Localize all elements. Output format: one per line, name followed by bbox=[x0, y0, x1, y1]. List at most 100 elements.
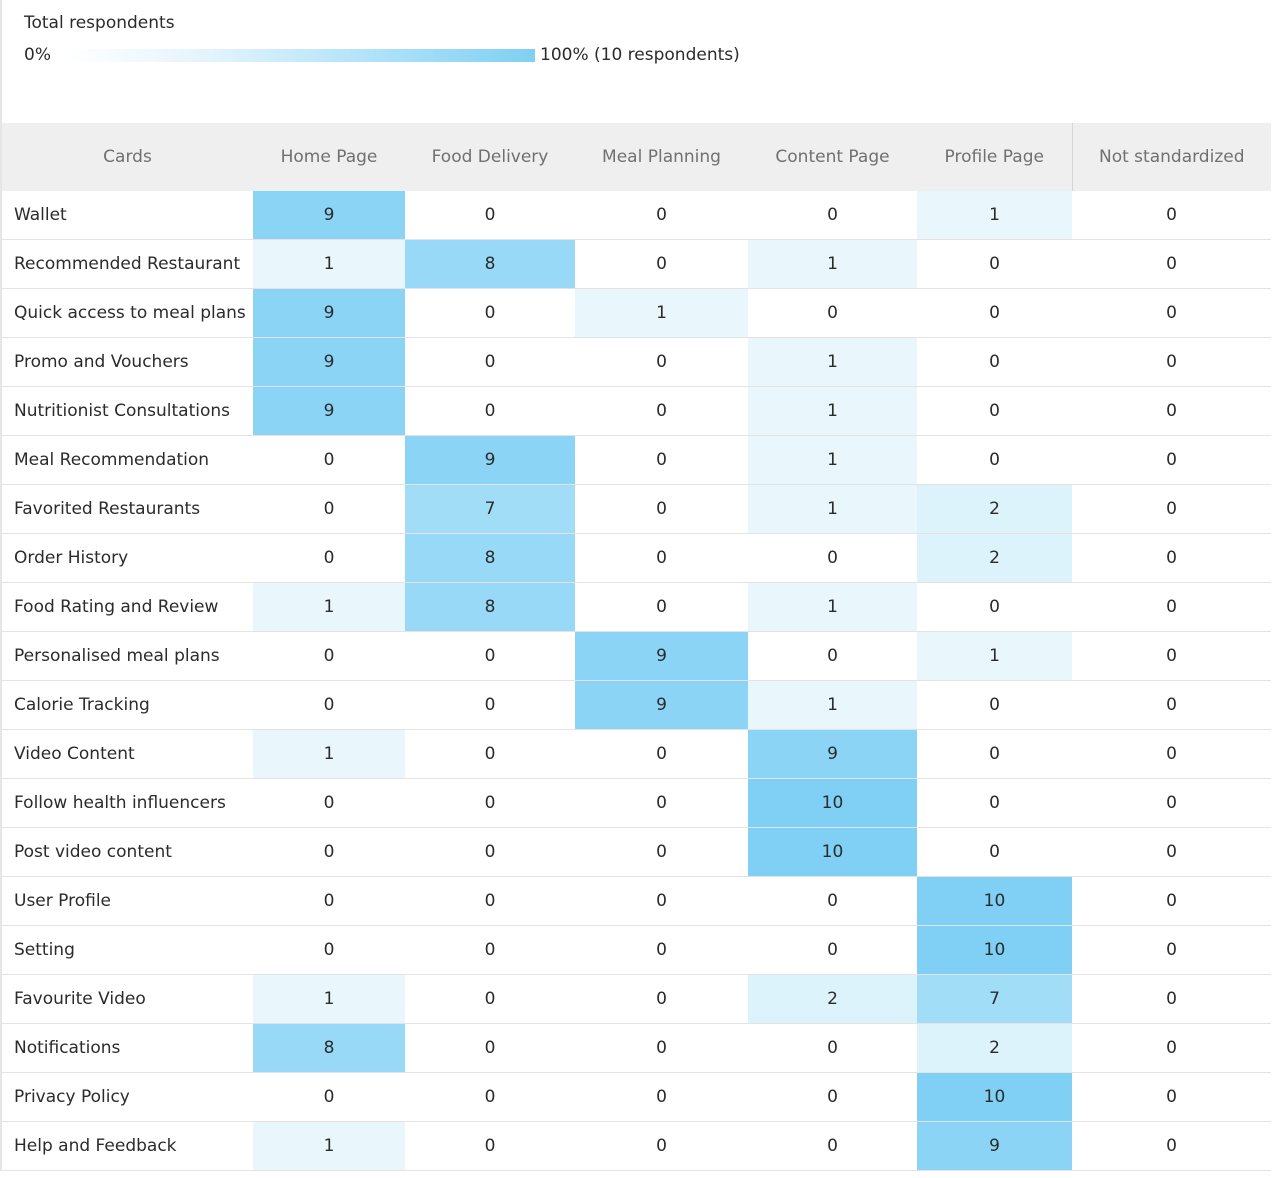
heat-cell: 0 bbox=[1072, 386, 1271, 436]
heat-cell: 0 bbox=[575, 729, 748, 779]
table-row: Help and Feedback 1 0 0 0 9 0 bbox=[0, 1121, 1271, 1171]
heat-cell: 9 bbox=[575, 680, 748, 730]
heat-cell: 0 bbox=[405, 925, 575, 975]
heat-cell: 0 bbox=[405, 680, 575, 730]
heat-cell: 0 bbox=[1072, 191, 1271, 240]
heat-cell: 9 bbox=[253, 337, 405, 387]
heat-cell: 0 bbox=[405, 1121, 575, 1171]
row-label: Favorited Restaurants bbox=[0, 484, 253, 534]
table-row: Post video content 0 0 0 10 0 0 bbox=[0, 827, 1271, 877]
heat-cell: 9 bbox=[917, 1121, 1072, 1171]
heat-cell: 0 bbox=[748, 1072, 917, 1122]
heat-cell: 1 bbox=[253, 729, 405, 779]
heat-cell: 0 bbox=[1072, 974, 1271, 1024]
heat-cell: 0 bbox=[1072, 239, 1271, 289]
heat-cell: 0 bbox=[1072, 925, 1271, 975]
table-row: Recommended Restaurant 1 8 0 1 0 0 bbox=[0, 239, 1271, 289]
legend-title: Total respondents bbox=[24, 13, 175, 33]
heat-cell: 2 bbox=[917, 1023, 1072, 1073]
heat-cell: 0 bbox=[748, 1121, 917, 1171]
heat-cell: 0 bbox=[1072, 827, 1271, 877]
table-row: Meal Recommendation 0 9 0 1 0 0 bbox=[0, 435, 1271, 485]
heatmap-legend: Total respondents 0% 100% (10 respondent… bbox=[0, 0, 1280, 123]
heat-cell: 2 bbox=[748, 974, 917, 1024]
heat-cell: 0 bbox=[917, 239, 1072, 289]
table-row: Notifications 8 0 0 0 2 0 bbox=[0, 1023, 1271, 1073]
heat-cell: 0 bbox=[575, 1121, 748, 1171]
heatmap-table: Cards Home Page Food Delivery Meal Plannin… bbox=[0, 123, 1271, 1171]
heat-cell: 8 bbox=[405, 239, 575, 289]
heat-cell: 0 bbox=[405, 974, 575, 1024]
table-row: Order History 0 8 0 0 2 0 bbox=[0, 533, 1271, 583]
heat-cell: 0 bbox=[405, 1023, 575, 1073]
heat-cell: 0 bbox=[253, 680, 405, 730]
heat-cell: 1 bbox=[917, 631, 1072, 681]
row-label: Order History bbox=[0, 533, 253, 583]
heat-cell: 0 bbox=[917, 729, 1072, 779]
heat-cell: 10 bbox=[748, 778, 917, 828]
heat-cell: 0 bbox=[917, 582, 1072, 632]
table-row: Quick access to meal plans 9 0 1 0 0 0 bbox=[0, 288, 1271, 338]
heat-cell: 9 bbox=[405, 435, 575, 485]
heat-cell: 0 bbox=[405, 191, 575, 240]
heat-cell: 1 bbox=[917, 191, 1072, 240]
row-label: Notifications bbox=[0, 1023, 253, 1073]
heat-cell: 0 bbox=[1072, 729, 1271, 779]
heat-cell: 0 bbox=[575, 876, 748, 926]
row-label: Video Content bbox=[0, 729, 253, 779]
heat-cell: 0 bbox=[917, 435, 1072, 485]
heat-cell: 0 bbox=[405, 386, 575, 436]
heat-cell: 0 bbox=[253, 827, 405, 877]
heat-cell: 0 bbox=[405, 288, 575, 338]
heat-cell: 0 bbox=[1072, 484, 1271, 534]
heat-cell: 1 bbox=[253, 582, 405, 632]
row-label: Calorie Tracking bbox=[0, 680, 253, 730]
heat-cell: 0 bbox=[575, 533, 748, 583]
heat-cell: 0 bbox=[405, 729, 575, 779]
table-row: Video Content 1 0 0 9 0 0 bbox=[0, 729, 1271, 779]
heat-cell: 0 bbox=[748, 1023, 917, 1073]
column-header-cards: Cards bbox=[0, 123, 253, 191]
table-row: Follow health influencers 0 0 0 10 0 0 bbox=[0, 778, 1271, 828]
heat-cell: 0 bbox=[917, 680, 1072, 730]
heat-cell: 0 bbox=[253, 778, 405, 828]
heat-cell: 0 bbox=[1072, 631, 1271, 681]
heat-cell: 0 bbox=[575, 827, 748, 877]
column-header: Meal Planning bbox=[575, 123, 748, 191]
row-label: Privacy Policy bbox=[0, 1072, 253, 1122]
heat-cell: 0 bbox=[253, 484, 405, 534]
heat-cell: 10 bbox=[748, 827, 917, 877]
heat-cell: 1 bbox=[253, 974, 405, 1024]
heat-cell: 9 bbox=[253, 386, 405, 436]
heat-cell: 0 bbox=[917, 778, 1072, 828]
heat-cell: 0 bbox=[575, 337, 748, 387]
heat-cell: 0 bbox=[1072, 876, 1271, 926]
heat-cell: 2 bbox=[917, 533, 1072, 583]
heat-cell: 0 bbox=[405, 1072, 575, 1122]
table-row: Personalised meal plans 0 0 9 0 1 0 bbox=[0, 631, 1271, 681]
heat-cell: 0 bbox=[575, 582, 748, 632]
heat-cell: 7 bbox=[405, 484, 575, 534]
column-header: Profile Page bbox=[917, 123, 1072, 191]
heat-cell: 1 bbox=[253, 1121, 405, 1171]
column-header: Food Delivery bbox=[405, 123, 575, 191]
heat-cell: 0 bbox=[917, 827, 1072, 877]
header-row: Cards Home Page Food Delivery Meal Plannin… bbox=[0, 123, 1271, 191]
heat-cell: 1 bbox=[748, 239, 917, 289]
row-label: Post video content bbox=[0, 827, 253, 877]
heat-cell: 0 bbox=[253, 876, 405, 926]
heat-cell: 0 bbox=[253, 925, 405, 975]
heat-cell: 0 bbox=[748, 191, 917, 240]
heat-cell: 0 bbox=[917, 337, 1072, 387]
table-row: Favourite Video 1 0 0 2 7 0 bbox=[0, 974, 1271, 1024]
heat-cell: 0 bbox=[917, 386, 1072, 436]
row-label: User Profile bbox=[0, 876, 253, 926]
heat-cell: 0 bbox=[405, 778, 575, 828]
table-row: Favorited Restaurants 0 7 0 1 2 0 bbox=[0, 484, 1271, 534]
row-label: Recommended Restaurant bbox=[0, 239, 253, 289]
heat-cell: 9 bbox=[253, 288, 405, 338]
heat-cell: 1 bbox=[748, 386, 917, 436]
table-row: Setting 0 0 0 0 10 0 bbox=[0, 925, 1271, 975]
table-row: Food Rating and Review 1 8 0 1 0 0 bbox=[0, 582, 1271, 632]
heat-cell: 0 bbox=[1072, 1072, 1271, 1122]
